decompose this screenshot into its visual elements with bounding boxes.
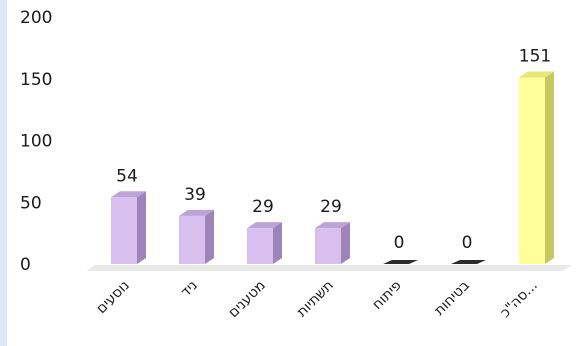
floor [86,265,572,271]
left-edge-strip [0,0,7,346]
data-label: 54 [116,166,138,186]
category-label: פיתוח [369,278,404,313]
data-label: 39 [184,185,206,205]
bar [451,260,486,264]
category-label: תשתיות [294,278,337,321]
bar [519,71,554,264]
bar [111,191,146,264]
y-tick-label: 0 [20,255,31,275]
y-tick-label: 100 [20,132,52,152]
category-label: ניד [178,278,201,301]
bar [383,260,418,264]
category-label: מטענים [225,278,268,321]
y-tick-label: 50 [20,193,42,213]
bar [179,209,214,264]
data-label: 29 [320,197,342,217]
y-tick-label: 200 [20,8,52,28]
data-label: 29 [252,197,274,217]
data-label: 151 [519,47,551,67]
y-tick-label: 150 [20,70,52,90]
data-label: 0 [394,233,405,253]
category-label: נוסעים [93,278,132,317]
bar [315,222,350,264]
category-label: סה"כ... [497,278,540,321]
bar [247,222,282,264]
data-label: 0 [462,233,473,253]
category-label: בטיחות [431,278,472,319]
